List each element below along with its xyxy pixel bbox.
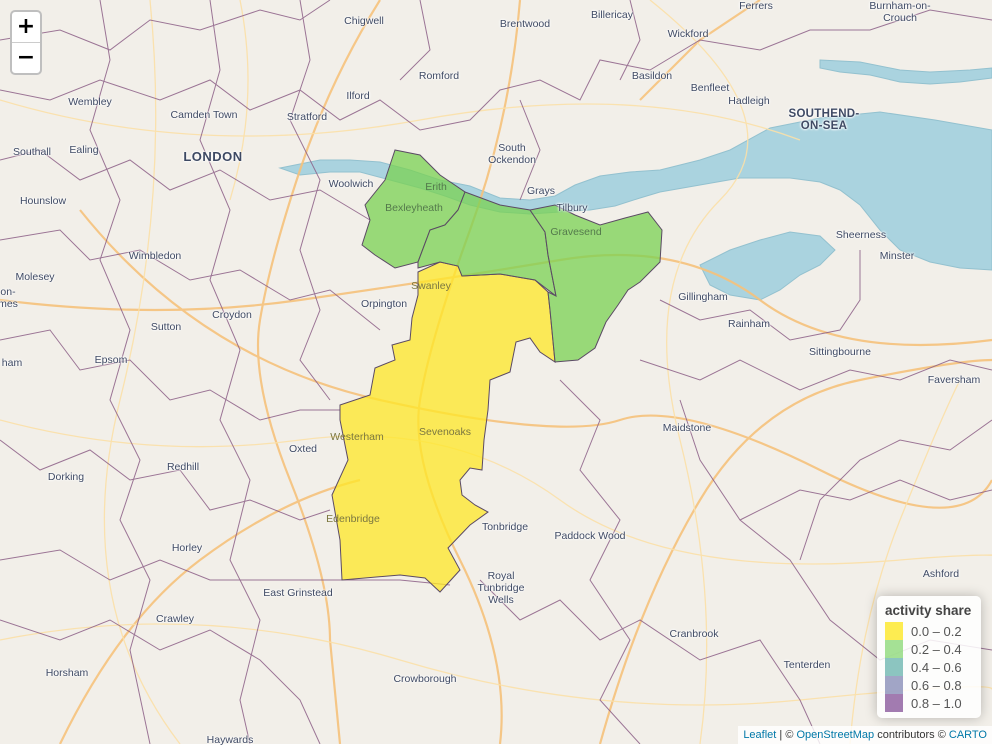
place-label: Maidstone (662, 422, 712, 434)
place-label: Wimbledon (128, 250, 182, 262)
legend-label: 0.0 – 0.2 (911, 623, 962, 639)
place-label: LONDON (183, 149, 243, 164)
place-label: Crowborough (393, 673, 457, 685)
attribution-separator: | © (776, 729, 797, 741)
zoom-out-button[interactable]: − (16, 45, 36, 70)
place-label: Sheerness (835, 229, 887, 241)
carto-link[interactable]: CARTO (948, 729, 987, 741)
place-label: Paddock Wood (554, 530, 626, 542)
place-label: Hounslow (19, 195, 67, 207)
legend-item: 0.4 – 0.6 (885, 658, 973, 676)
place-label: Minster (879, 250, 915, 262)
place-label: Dorking (47, 471, 85, 483)
zoom-in-button[interactable]: + (12, 12, 40, 43)
legend-label: 0.6 – 0.8 (911, 677, 962, 693)
legend-swatch (885, 640, 903, 658)
place-label: Swanley (411, 280, 451, 292)
leaflet-link[interactable]: Leaflet (743, 729, 777, 741)
attribution: Leaflet | © OpenStreetMap contributors ©… (738, 726, 992, 744)
place-label: Gillingham (678, 291, 728, 303)
place-label: Tenterden (783, 659, 831, 671)
place-label: Rainham (727, 318, 771, 330)
place-label: Basildon (631, 70, 673, 82)
legend-label: 0.2 – 0.4 (911, 641, 962, 657)
place-label: Epsom (94, 354, 128, 366)
place-label: on- mes (0, 286, 18, 310)
place-label: Woolwich (328, 178, 374, 190)
place-label: Sevenoaks (419, 426, 471, 438)
zoom-control: + − (10, 10, 42, 75)
place-label: Oxted (288, 443, 318, 455)
place-label: Molesey (15, 271, 55, 283)
legend-label: 0.4 – 0.6 (911, 659, 962, 675)
legend-swatch (885, 658, 903, 676)
place-label: Haywards (206, 734, 254, 746)
place-label: South Ockendon (488, 142, 536, 166)
place-label: Romford (418, 70, 460, 82)
legend: activity share 0.0 – 0.2 0.2 – 0.4 0.4 –… (877, 596, 981, 718)
legend-item: 0.8 – 1.0 (885, 694, 973, 712)
place-label: Erith (425, 181, 447, 193)
place-label: Grays (526, 185, 556, 197)
place-label: Hadleigh (728, 95, 770, 107)
place-label: Ealing (69, 144, 99, 156)
place-label: Royal Tunbridge Wells (477, 570, 525, 606)
legend-item: 0.6 – 0.8 (885, 676, 973, 694)
place-label: Sutton (150, 321, 182, 333)
place-label: Ferrers (739, 0, 773, 12)
place-label: Tonbridge (481, 521, 529, 533)
river-crouch (819, 59, 992, 85)
legend-item: 0.0 – 0.2 (885, 622, 973, 640)
place-label: Stratford (286, 111, 328, 123)
place-label: Westerham (330, 431, 384, 443)
attribution-contributors: contributors © (874, 729, 949, 741)
place-label: Benfleet (690, 82, 730, 94)
place-label: East Grinstead (263, 587, 333, 599)
place-label: Orpington (360, 298, 408, 310)
place-label: Bexleyheath (385, 202, 443, 214)
place-label: Crawley (156, 613, 194, 625)
place-label: Wembley (68, 96, 112, 108)
region-gravesham (529, 204, 663, 363)
legend-swatch (885, 622, 903, 640)
place-label: Wickford (667, 28, 709, 40)
osm-link[interactable]: OpenStreetMap (796, 729, 875, 741)
place-label: Southall (13, 146, 51, 158)
choropleth-regions (331, 149, 663, 593)
place-label: Horley (171, 542, 203, 554)
place-label: Tilbury (556, 202, 588, 214)
legend-item: 0.2 – 0.4 (885, 640, 973, 658)
place-label: SOUTHEND- ON-SEA (788, 108, 860, 132)
place-label: Camden Town (170, 109, 238, 121)
place-label: Chigwell (344, 15, 384, 27)
place-label: Croydon (212, 309, 252, 321)
legend-swatch (885, 676, 903, 694)
legend-title: activity share (885, 603, 972, 618)
place-label: Horsham (45, 667, 89, 679)
place-label: Billericay (590, 9, 634, 21)
place-label: Burnham-on- Crouch (869, 0, 931, 24)
legend-label: 0.8 – 1.0 (911, 695, 962, 711)
legend-swatch (885, 694, 903, 712)
place-label: Sittingbourne (809, 346, 871, 358)
place-label: Gravesend (550, 226, 602, 238)
place-label: ham (1, 357, 23, 369)
place-label: Faversham (927, 374, 981, 386)
place-label: Ashford (922, 568, 960, 580)
thames-estuary (278, 111, 992, 271)
place-label: Redhill (166, 461, 200, 473)
medway-estuary (699, 231, 836, 301)
place-label: Cranbrook (669, 628, 719, 640)
place-label: Edenbridge (326, 513, 380, 525)
place-label: Ilford (346, 90, 370, 102)
place-label: Brentwood (499, 18, 551, 30)
